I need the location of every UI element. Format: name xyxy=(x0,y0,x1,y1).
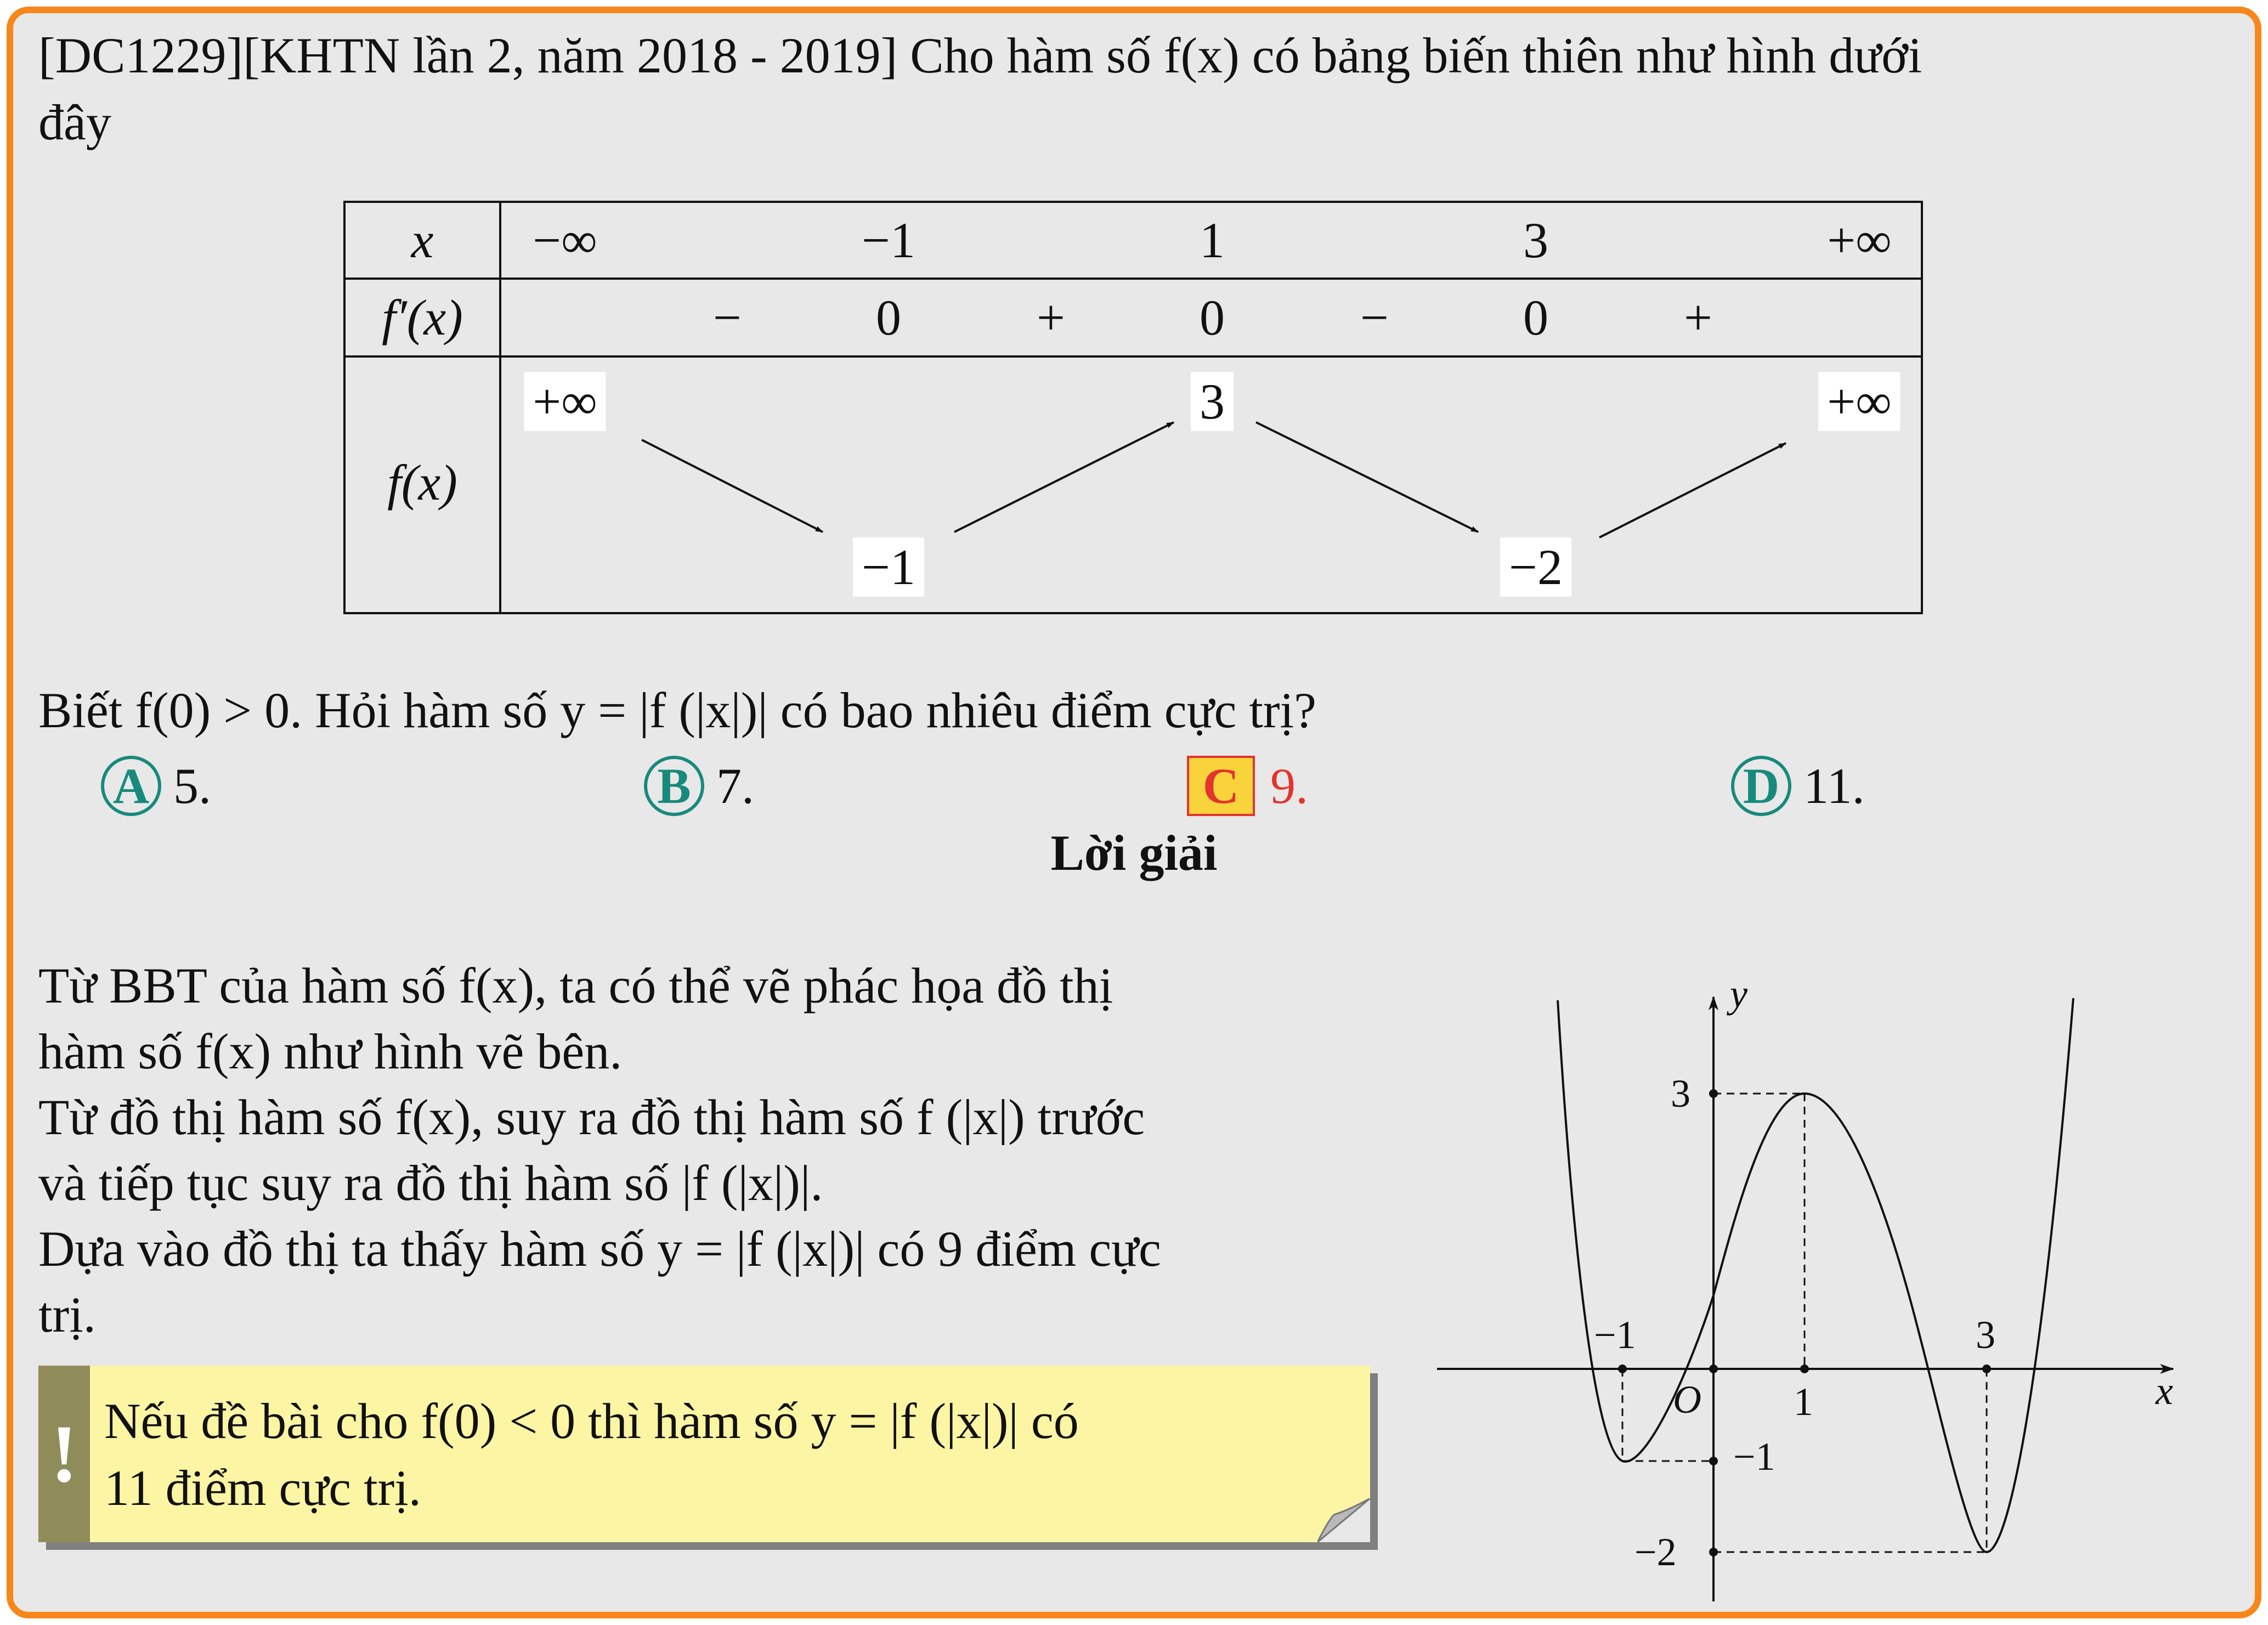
arrow-down xyxy=(641,439,823,533)
option-c-text: 9. xyxy=(1270,758,1308,814)
derivative-sign: − xyxy=(713,290,742,346)
row-label-derivative: f′(x) xyxy=(382,290,463,346)
option-a-text: 5. xyxy=(173,758,211,814)
option-d-badge: D xyxy=(1731,756,1791,816)
derivative-zero: 0 xyxy=(1523,290,1548,346)
function-graph: x y O −1 1 3 3 −1 −2 xyxy=(1437,976,2174,1601)
problem-card xyxy=(7,7,2261,1618)
option-d[interactable]: D 11. xyxy=(1731,756,1865,816)
tick-label-x-3: 3 xyxy=(1976,1313,1995,1357)
option-c[interactable]: C 9. xyxy=(1187,756,1308,816)
tick-label-y-3: 3 xyxy=(1671,1072,1690,1116)
option-b-badge: B xyxy=(644,756,704,816)
table-row-divider xyxy=(346,355,1921,358)
derivative-zero: 0 xyxy=(876,290,901,346)
option-b[interactable]: B 7. xyxy=(644,756,754,816)
option-b-text: 7. xyxy=(716,758,754,814)
solution-line: Dựa vào đồ thị ta thấy hàm số y = |f (|x… xyxy=(38,1221,1161,1277)
f-value-min2: −2 xyxy=(1500,537,1571,597)
note-box: ! Nếu đề bài cho f(0) < 0 thì hàm số y =… xyxy=(38,1366,1370,1542)
solution-heading: Lời giải xyxy=(1050,825,1218,881)
arrow-down xyxy=(1255,421,1479,533)
note-text: Nếu đề bài cho f(0) < 0 thì hàm số y = |… xyxy=(104,1388,1079,1521)
x-value: +∞ xyxy=(1827,212,1892,268)
row-label-f: f(x) xyxy=(387,455,457,511)
solution-line: Từ BBT của hàm số f(x), ta có thể vẽ phá… xyxy=(38,958,1113,1013)
marked-points xyxy=(1618,1089,1991,1556)
x-value: −1 xyxy=(862,212,915,268)
tick-label-x-neg1: −1 xyxy=(1594,1313,1636,1357)
arrow-up xyxy=(1599,442,1786,539)
tick-label-y-neg1: −1 xyxy=(1733,1435,1775,1479)
option-a-badge: A xyxy=(101,756,161,816)
variation-table: x f′(x) f(x) −∞ −1 1 3 +∞ − 0 + 0 − 0 + … xyxy=(343,201,1923,614)
function-curve xyxy=(1557,998,2074,1554)
solution-line: hàm số f(x) như hình vẽ bên. xyxy=(38,1023,623,1079)
f-value-end: +∞ xyxy=(1818,372,1901,431)
derivative-sign: + xyxy=(1684,290,1712,346)
tick-label-y-neg2: −2 xyxy=(1634,1530,1677,1574)
f-value-max: 3 xyxy=(1191,372,1234,431)
option-d-text: 11. xyxy=(1803,758,1865,814)
solution-line: và tiếp tục suy ra đồ thị hàm số |f (|x|… xyxy=(38,1155,823,1211)
problem-line-1: [DC1229][KHTN lần 2, năm 2018 - 2019] Ch… xyxy=(38,27,1922,83)
axis-label-y: y xyxy=(1726,976,1747,1016)
axis-label-x: x xyxy=(2155,1369,2173,1413)
dashed-guides xyxy=(1621,1092,1988,1553)
table-column-divider xyxy=(499,203,501,612)
tick-label-x-1: 1 xyxy=(1794,1380,1813,1424)
derivative-sign: + xyxy=(1037,290,1065,346)
solution-line: trị. xyxy=(38,1287,96,1343)
variation-arrows xyxy=(641,421,1786,539)
f-value-start: +∞ xyxy=(524,372,606,431)
origin-label: O xyxy=(1673,1378,1701,1422)
note-line-1: Nếu đề bài cho f(0) < 0 thì hàm số y = |… xyxy=(104,1393,1079,1449)
note-line-2: 11 điểm cực trị. xyxy=(104,1460,421,1516)
solution-line: Từ đồ thị hàm số f(x), suy ra đồ thị hàm… xyxy=(38,1089,1145,1145)
x-value: −∞ xyxy=(533,212,597,268)
x-value: 3 xyxy=(1523,212,1548,268)
option-a[interactable]: A 5. xyxy=(101,756,211,816)
row-label-x: x xyxy=(411,212,434,268)
table-row-divider xyxy=(346,278,1921,280)
problem-line-2: đây xyxy=(38,94,111,150)
f-value-min1: −1 xyxy=(853,537,924,597)
page-curl-icon xyxy=(1317,1498,1370,1542)
derivative-zero: 0 xyxy=(1200,290,1225,346)
x-value: 1 xyxy=(1200,212,1225,268)
option-c-badge: C xyxy=(1187,756,1255,816)
arrow-up xyxy=(954,421,1174,533)
derivative-sign: − xyxy=(1360,290,1389,346)
exclamation-icon: ! xyxy=(38,1366,90,1542)
question-text: Biết f(0) > 0. Hỏi hàm số y = |f (|x|)| … xyxy=(38,682,1316,738)
